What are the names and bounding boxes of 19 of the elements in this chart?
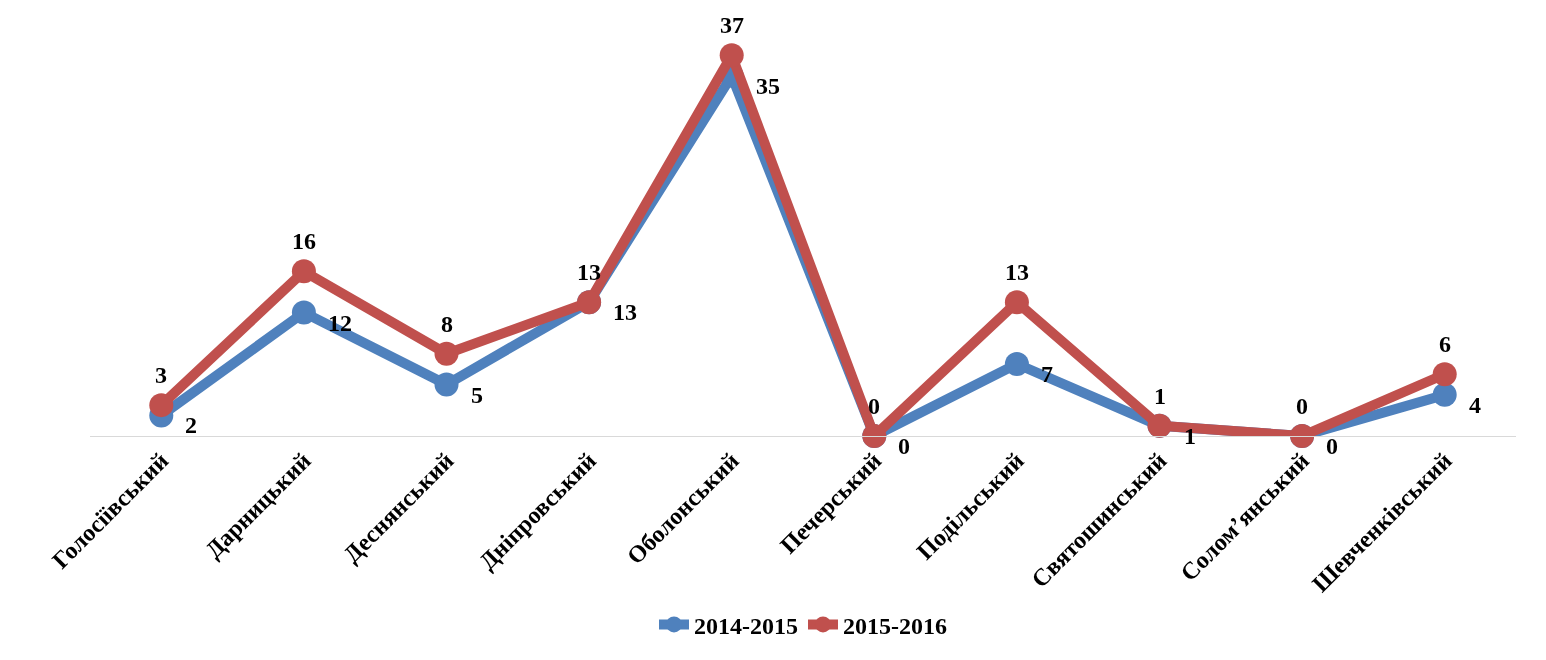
data-label: 4 bbox=[1469, 392, 1481, 418]
data-label: 5 bbox=[471, 382, 483, 408]
data-label: 37 bbox=[720, 12, 744, 38]
data-label: 35 bbox=[756, 73, 780, 99]
data-label: 3 bbox=[155, 362, 167, 388]
data-label: 0 bbox=[868, 393, 880, 419]
data-label: 8 bbox=[441, 311, 453, 337]
data-label: 13 bbox=[577, 259, 601, 285]
data-label: 0 bbox=[1296, 393, 1308, 419]
data-label: 13 bbox=[1005, 259, 1029, 285]
data-label: 6 bbox=[1439, 331, 1451, 357]
data-label: 13 bbox=[613, 299, 637, 325]
data-label: 16 bbox=[292, 228, 316, 254]
data-label: 2 bbox=[185, 412, 197, 438]
legend-label: 2015-2016 bbox=[843, 612, 947, 639]
data-label: 0 bbox=[898, 433, 910, 459]
data-label: 1 bbox=[1154, 383, 1166, 409]
legend-label: 2014-2015 bbox=[694, 612, 798, 639]
data-label: 0 bbox=[1326, 433, 1338, 459]
